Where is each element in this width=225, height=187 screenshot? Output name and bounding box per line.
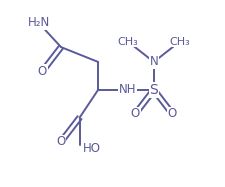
Text: CH₃: CH₃ [117,36,138,47]
Text: O: O [167,107,176,120]
Text: CH₃: CH₃ [169,36,189,47]
Text: O: O [38,65,47,78]
Text: S: S [149,83,157,97]
Text: H₂N: H₂N [27,16,50,30]
Text: O: O [130,107,139,120]
Text: N: N [149,56,157,68]
Text: O: O [56,135,65,148]
Text: HO: HO [83,142,101,155]
Text: NH: NH [119,83,136,96]
